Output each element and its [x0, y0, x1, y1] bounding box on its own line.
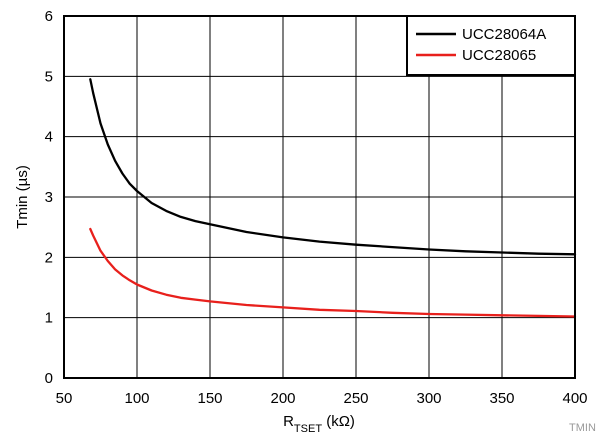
x-tick-label: 50	[56, 390, 73, 407]
legend-label-ucc28065: UCC28065	[462, 47, 536, 64]
y-tick-label: 0	[45, 370, 53, 387]
plot-frame	[63, 15, 576, 379]
series-line-ucc28065	[89, 227, 577, 318]
x-tick-label: 250	[343, 390, 368, 407]
x-tick-labels: 50 100 150 200 250 300 350 400	[56, 390, 588, 407]
y-tick-label: 6	[45, 8, 53, 25]
x-tick-label: 100	[124, 390, 149, 407]
y-tick-labels: 0 1 2 3 4 5 6	[45, 8, 53, 387]
y-axis-label: Tmin (µs)	[14, 165, 31, 229]
legend: UCC28064A UCC28065	[406, 15, 576, 76]
legend-box	[406, 15, 576, 76]
x-tick-label: 350	[489, 390, 514, 407]
y-tick-label: 2	[45, 249, 53, 266]
watermark-label: TMIN	[569, 422, 596, 434]
y-tick-label: 3	[45, 189, 53, 206]
legend-label-ucc28064a: UCC28064A	[462, 26, 546, 43]
grid	[64, 16, 575, 378]
x-axis-label-unit: (kΩ)	[322, 413, 355, 430]
series-layer	[89, 78, 577, 318]
x-tick-label: 200	[270, 390, 295, 407]
x-axis-label-main: R	[283, 413, 294, 430]
x-tick-label: 150	[197, 390, 222, 407]
x-axis-label: RTSET (kΩ)	[283, 413, 355, 435]
y-tick-label: 1	[45, 310, 53, 327]
x-tick-label: 300	[416, 390, 441, 407]
x-tick-label: 400	[562, 390, 587, 407]
series-line-ucc28064a	[89, 78, 577, 256]
y-tick-label: 5	[45, 68, 53, 85]
y-tick-label: 4	[45, 129, 53, 146]
x-axis-label-subscript: TSET	[294, 423, 322, 435]
